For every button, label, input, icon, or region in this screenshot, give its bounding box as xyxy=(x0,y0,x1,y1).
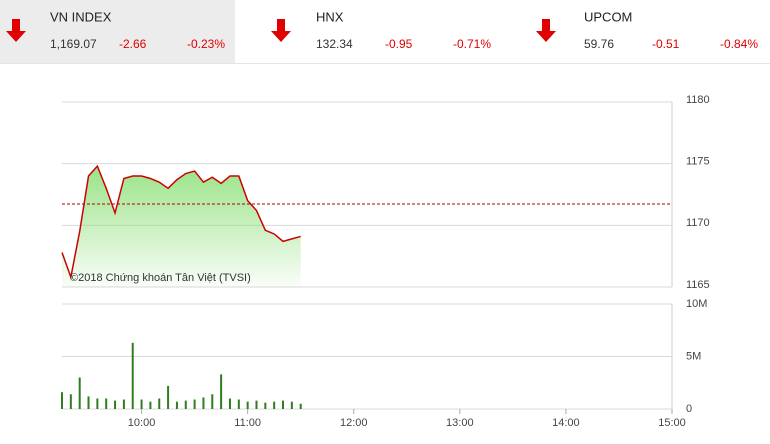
volume-bar xyxy=(140,399,143,409)
volume-bar xyxy=(264,402,267,409)
volume-bar xyxy=(228,398,231,409)
y-tick-label: 1165 xyxy=(686,279,710,291)
volume-bar xyxy=(299,403,302,409)
y-tick-label: 1170 xyxy=(686,217,710,229)
volume-bar xyxy=(211,394,214,409)
active-tile[interactable] xyxy=(0,0,235,63)
index-change: -0.95 xyxy=(385,37,413,51)
index-value: 1,169.07 xyxy=(50,37,97,51)
volume-bar xyxy=(255,400,258,409)
y-tick-label: 1175 xyxy=(686,156,710,168)
index-name: HNX xyxy=(316,9,344,24)
volume-bar xyxy=(202,397,205,409)
index-name: VN INDEX xyxy=(50,9,112,24)
x-tick-label: 14:00 xyxy=(552,417,580,429)
index-value: 132.34 xyxy=(316,37,353,51)
watermark: ©2018 Chứng khoán Tân Việt (TVSI) xyxy=(70,272,251,284)
volume-bar xyxy=(131,342,134,409)
down-arrow xyxy=(6,19,26,42)
y-tick-label: 10M xyxy=(686,298,707,310)
volume-bar xyxy=(158,398,161,409)
down-arrow xyxy=(271,19,291,42)
volume-bar xyxy=(78,377,81,409)
index-value: 59.76 xyxy=(584,37,614,51)
volume-bar xyxy=(105,398,108,409)
volume-bar xyxy=(61,392,63,409)
y-tick-label: 5M xyxy=(686,350,701,362)
y-tick-label: 1180 xyxy=(686,94,710,106)
volume-bar xyxy=(96,398,99,409)
x-tick-label: 15:00 xyxy=(658,417,686,429)
x-tick-label: 10:00 xyxy=(128,417,156,429)
volume-bar xyxy=(290,401,293,409)
volume-bar xyxy=(237,399,240,409)
index-name: UPCOM xyxy=(584,9,632,24)
volume-bar xyxy=(175,401,178,409)
area-fill xyxy=(62,166,301,287)
volume-bar xyxy=(167,385,170,409)
x-tick-label: 11:00 xyxy=(234,417,261,429)
volume-bar xyxy=(69,394,72,409)
volume-bar xyxy=(282,400,285,409)
index-change: -2.66 xyxy=(119,37,147,51)
index-change: -0.51 xyxy=(652,37,680,51)
index-percent: -0.23% xyxy=(187,37,225,51)
volume-bar xyxy=(114,400,117,409)
volume-bar xyxy=(220,374,223,409)
y-tick-label: 0 xyxy=(686,403,692,415)
volume-bar xyxy=(149,401,152,409)
volume-bar xyxy=(246,401,249,409)
x-tick-label: 13:00 xyxy=(446,417,474,429)
volume-bar xyxy=(184,400,187,409)
header: VN INDEX 1,169.07 -2.66 -0.23% HNX 132.3… xyxy=(6,9,758,51)
price-line xyxy=(61,164,301,280)
index-percent: -0.71% xyxy=(453,37,491,51)
x-tick-label: 12:00 xyxy=(340,417,368,429)
volume-bar xyxy=(87,396,90,409)
volume-bar xyxy=(122,399,125,409)
volume-bar xyxy=(193,399,196,409)
down-arrow xyxy=(536,19,556,42)
index-percent: -0.84% xyxy=(720,37,758,51)
volume-bar xyxy=(273,401,276,409)
